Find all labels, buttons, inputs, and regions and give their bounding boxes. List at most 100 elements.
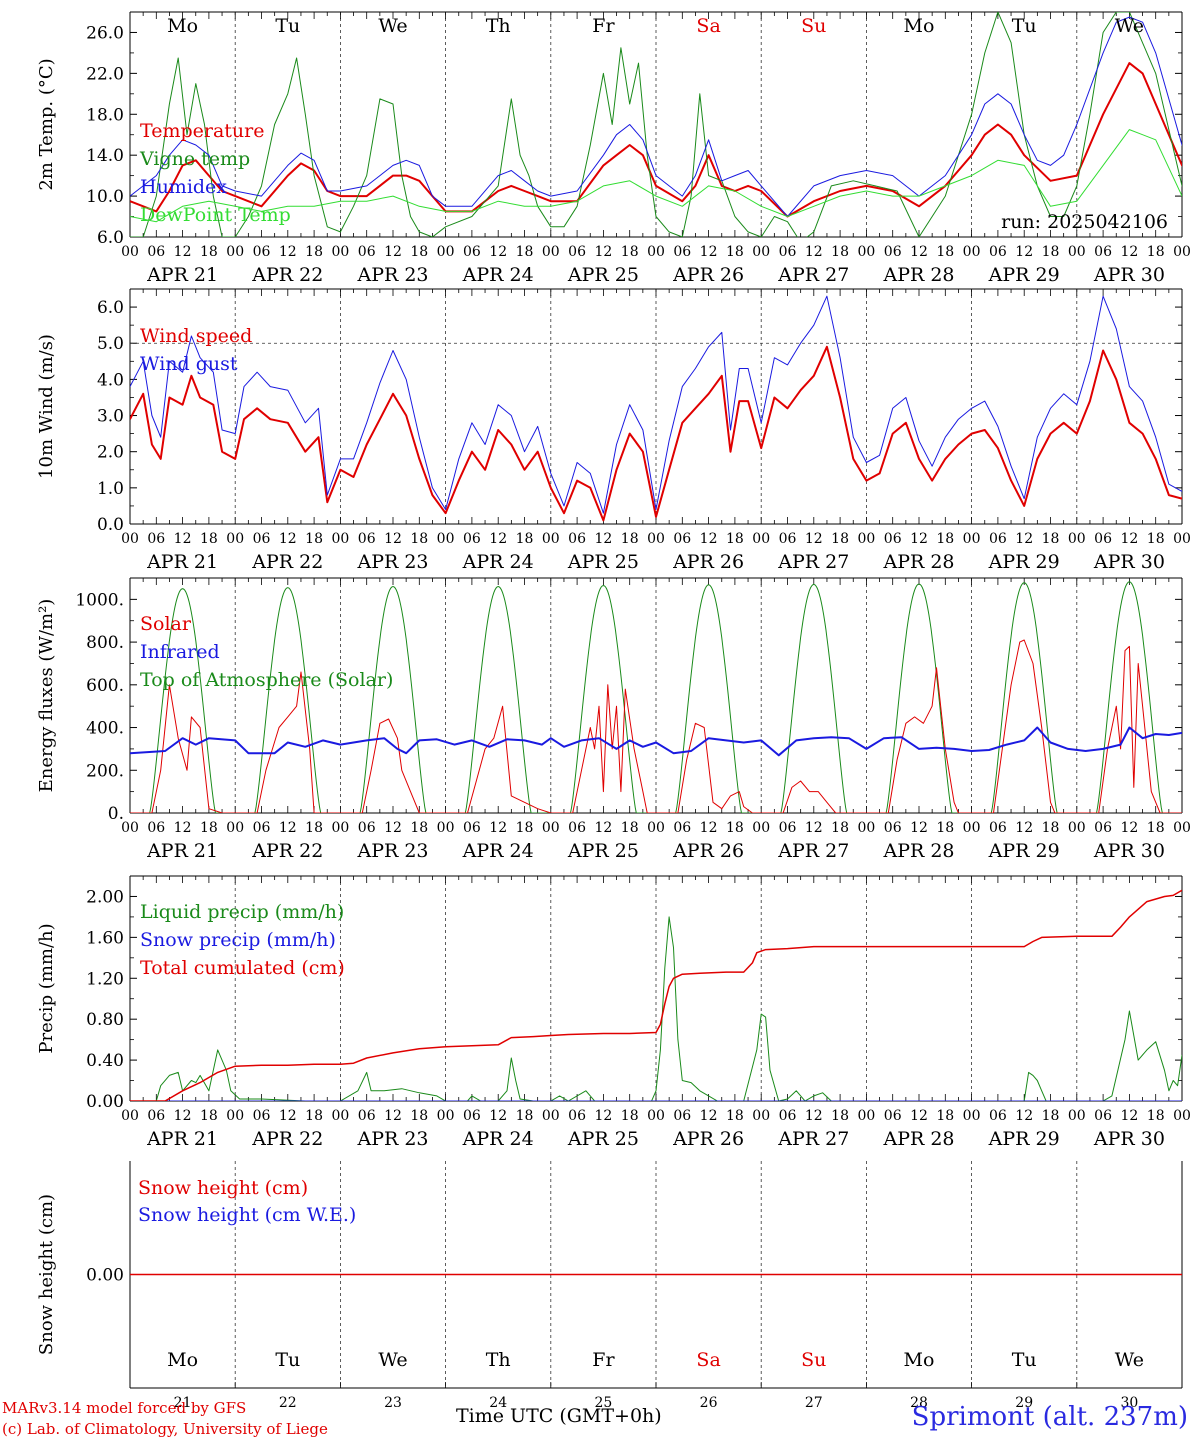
hour-label: 00 <box>542 531 560 547</box>
date-label: APR 21 <box>146 264 218 286</box>
hour-label: 00 <box>647 1108 665 1124</box>
hour-label: 06 <box>358 1108 376 1124</box>
weekday-label: Tu <box>1012 1349 1037 1371</box>
date-label: APR 26 <box>672 551 744 573</box>
hour-label: 12 <box>1015 244 1033 260</box>
y-tick-label: 0.0 <box>97 515 124 535</box>
date-label: APR 28 <box>882 1128 954 1150</box>
y-tick-label: 10.0 <box>86 187 124 207</box>
hour-label: 00 <box>331 531 349 547</box>
hour-label: 18 <box>831 820 849 836</box>
weekday-label: Tu <box>275 15 300 37</box>
hour-label: 00 <box>647 244 665 260</box>
hour-label: 06 <box>884 820 902 836</box>
legend-entry: DewPoint Temp <box>140 204 291 226</box>
hour-label: 12 <box>1015 531 1033 547</box>
hour-label: 12 <box>594 820 612 836</box>
date-label: APR 27 <box>777 840 849 862</box>
legend-entry: Vigne temp <box>139 148 250 170</box>
hour-label: 06 <box>147 531 165 547</box>
date-number-label: 23 <box>384 1395 402 1411</box>
date-label: APR 23 <box>356 264 428 286</box>
y-tick-label: 4.0 <box>97 370 124 390</box>
legend-entry: Solar <box>140 613 192 635</box>
hour-label: 18 <box>516 820 534 836</box>
hour-label: 00 <box>752 1108 770 1124</box>
date-label: APR 23 <box>356 551 428 573</box>
hour-label: 06 <box>147 244 165 260</box>
legend-entry: Snow height (cm W.E.) <box>138 1204 356 1226</box>
hour-label: 00 <box>121 1108 139 1124</box>
hour-label: 12 <box>279 1108 297 1124</box>
hour-label: 06 <box>779 244 797 260</box>
date-number-label: 26 <box>700 1395 718 1411</box>
y-tick-label: 200. <box>86 761 124 781</box>
hour-label: 18 <box>1147 1108 1165 1124</box>
hour-label: 18 <box>305 531 323 547</box>
hour-label: 12 <box>700 244 718 260</box>
date-label: APR 30 <box>1093 551 1165 573</box>
hour-label: 12 <box>594 244 612 260</box>
hour-label: 12 <box>174 820 192 836</box>
hour-label: 06 <box>884 531 902 547</box>
hour-label: 18 <box>726 820 744 836</box>
hour-label: 06 <box>673 820 691 836</box>
hour-label: 12 <box>805 1108 823 1124</box>
hour-label: 12 <box>805 531 823 547</box>
hour-label: 00 <box>1068 820 1086 836</box>
hour-label: 06 <box>463 244 481 260</box>
weekday-label: We <box>1115 15 1144 37</box>
date-label: APR 28 <box>882 840 954 862</box>
hour-label: 00 <box>542 1108 560 1124</box>
y-tick-label: 0.00 <box>86 1092 124 1112</box>
date-label: APR 25 <box>567 1128 639 1150</box>
date-label: APR 27 <box>777 551 849 573</box>
hour-label: 06 <box>463 531 481 547</box>
hour-label: 00 <box>857 1108 875 1124</box>
hour-label: 00 <box>963 1108 981 1124</box>
y-tick-label: 1.20 <box>86 969 124 989</box>
hour-label: 06 <box>358 244 376 260</box>
hour-label: 00 <box>437 244 455 260</box>
weekday-label: Su <box>801 15 826 37</box>
hour-label: 06 <box>673 244 691 260</box>
station-name: Sprimont (alt. 237m) <box>911 1402 1188 1432</box>
y-tick-label: 1000. <box>75 590 124 610</box>
hour-label: 18 <box>1042 244 1060 260</box>
hour-label: 00 <box>752 531 770 547</box>
hour-label: 12 <box>805 820 823 836</box>
weekday-label: Th <box>486 15 511 37</box>
hour-label: 18 <box>936 1108 954 1124</box>
date-label: APR 29 <box>988 1128 1060 1150</box>
date-number-label: 25 <box>594 1395 612 1411</box>
hour-label: 06 <box>884 244 902 260</box>
hour-label: 00 <box>647 820 665 836</box>
hour-label: 12 <box>489 1108 507 1124</box>
date-number-label: 24 <box>489 1395 507 1411</box>
panel-1: 6.0 10.0 14.0 18.0 22.0 26.0 2m Temp. (°C) Temp… <box>36 11 1191 286</box>
date-label: APR 25 <box>567 840 639 862</box>
y-axis-title: 10m Wind (m/s) <box>36 334 57 479</box>
hour-label: 00 <box>1068 531 1086 547</box>
hour-label: 18 <box>1042 1108 1060 1124</box>
date-number-label: 30 <box>1120 1395 1138 1411</box>
date-label: APR 30 <box>1093 264 1165 286</box>
hour-label: 06 <box>568 1108 586 1124</box>
weekday-label: Mo <box>904 15 935 37</box>
hour-label: 00 <box>437 531 455 547</box>
hour-label: 18 <box>410 244 428 260</box>
run-label: run: 2025042106 <box>1001 211 1168 233</box>
plot-area <box>130 889 1182 1101</box>
hour-label: 18 <box>621 1108 639 1124</box>
weekday-label: We <box>1115 1349 1144 1371</box>
hour-label: 12 <box>1120 244 1138 260</box>
hour-label: 00 <box>647 531 665 547</box>
y-tick-label: 18.0 <box>86 105 124 125</box>
hour-label: 06 <box>147 820 165 836</box>
hour-label: 18 <box>200 531 218 547</box>
hour-label: 12 <box>805 244 823 260</box>
legend-entry: Temperature <box>140 120 264 142</box>
y-tick-label: 600. <box>86 676 124 696</box>
y-tick-label: 14.0 <box>86 146 124 166</box>
hour-label: 00 <box>542 244 560 260</box>
